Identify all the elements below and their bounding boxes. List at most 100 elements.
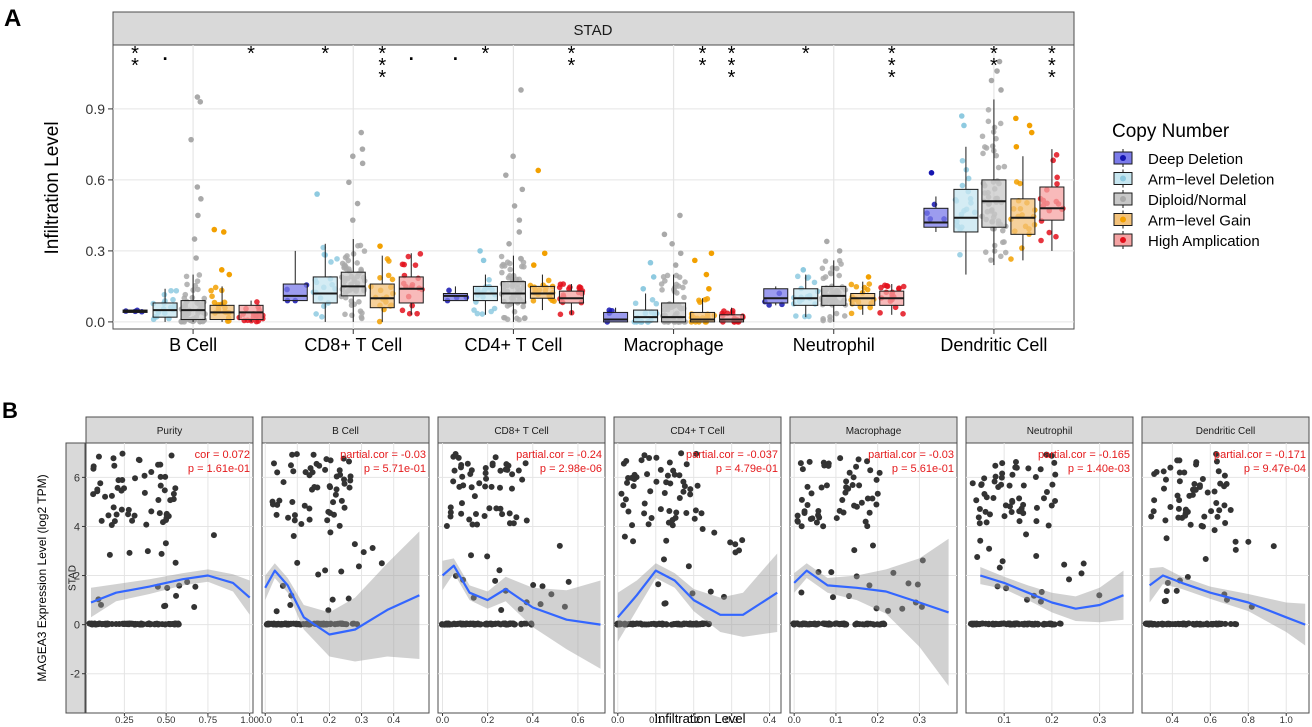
a-xtick-label-4: Neutrophil (793, 335, 875, 355)
scatter-point (454, 620, 461, 627)
point (704, 296, 711, 302)
point (766, 302, 772, 308)
scatter-point (991, 478, 998, 485)
scatter-point (492, 454, 499, 461)
scatter-point (291, 517, 298, 524)
outlier-point (198, 196, 204, 202)
scatter-point (125, 506, 132, 513)
scatter-point (270, 460, 277, 467)
facet-xtick-label: 0.1 (829, 715, 842, 726)
outlier-point (359, 146, 366, 152)
scatter-point (111, 462, 118, 469)
scatter-point (355, 563, 362, 570)
point (794, 273, 801, 280)
point (1050, 157, 1056, 164)
legend-label: Arm−level Deletion (1148, 172, 1274, 189)
outlier-point (349, 217, 356, 223)
point (389, 276, 396, 283)
facet-2: CD8+ T Cell partial.cor = -0.24 p = 2.98e-… (436, 416, 606, 726)
scatter-point (336, 522, 343, 529)
scatter-point (618, 490, 625, 497)
scatter-point (732, 549, 739, 556)
facet-title: CD8+ T Cell (494, 426, 548, 437)
scatter-point (287, 601, 294, 608)
scatter-point (273, 511, 280, 518)
scatter-point (301, 502, 308, 509)
point (212, 284, 219, 291)
outlier-point (958, 113, 965, 119)
scatter-point (513, 514, 520, 521)
fit-confidence-ribbon (91, 569, 250, 618)
scatter-point (638, 457, 645, 464)
point (680, 284, 686, 291)
scatter-point (864, 495, 871, 502)
point (1001, 163, 1008, 170)
scatter-point (457, 464, 464, 471)
scatter-point (1181, 469, 1188, 476)
scatter-point (1000, 620, 1007, 627)
scatter-point (846, 593, 853, 600)
outlier-point (346, 179, 352, 186)
scatter-point (1162, 476, 1169, 483)
scatter-point (279, 582, 286, 589)
facet-stat-cor: partial.cor = -0.037 (686, 449, 778, 461)
facet-5: Neutrophil partial.cor = -0.165 p = 1.40e-… (965, 416, 1134, 726)
scatter-point (1182, 507, 1189, 514)
scatter-point (828, 569, 835, 576)
scatter-point (644, 471, 651, 478)
facet-xtick-label: 0.4 (526, 715, 539, 726)
point (836, 272, 843, 279)
scatter-point (472, 510, 479, 517)
outlier-point (188, 136, 194, 143)
scatter-point (528, 621, 535, 628)
scatter-point (630, 538, 637, 545)
scatter-point (131, 512, 138, 519)
scatter-point (983, 519, 990, 526)
point (660, 274, 667, 280)
a-xtick-label-1: CD8+ T Cell (304, 335, 402, 355)
outlier-point (516, 229, 523, 235)
facet-xtick-label: 0.3 (913, 715, 926, 726)
point (853, 283, 860, 290)
a-xtick-label-2: CD4+ T Cell (464, 335, 562, 355)
facet-xtick-label: 0.3 (725, 715, 738, 726)
scatter-point (620, 502, 627, 509)
scatter-point (332, 491, 339, 498)
scatter-point (87, 621, 94, 628)
scatter-point (129, 517, 136, 524)
box-1-1 (310, 191, 340, 322)
facet-xtick-label: 0.2 (687, 715, 700, 726)
panel-a-strip (112, 11, 1075, 46)
point (507, 266, 513, 273)
point (320, 244, 327, 251)
scatter-point (833, 515, 840, 522)
scatter-point (498, 607, 505, 614)
scatter-point (1006, 482, 1013, 489)
facet-title: Purity (157, 426, 183, 437)
box-2-0 (442, 286, 470, 304)
outlier-point (195, 212, 201, 219)
scatter-point (983, 494, 990, 501)
scatter-point (641, 510, 648, 517)
fit-line (264, 569, 420, 636)
legend-entry-1: Arm−level Deletion (1113, 169, 1274, 189)
scatter-point (306, 505, 313, 512)
point (659, 287, 665, 293)
scatter-point (1221, 502, 1228, 509)
scatter-point (116, 621, 123, 628)
scatter-point (152, 620, 159, 627)
b-ytick-label-3: 4 (74, 521, 80, 533)
scatter-point (280, 621, 287, 628)
fit-line (793, 569, 949, 614)
scatter-point (1007, 503, 1014, 510)
scatter-point (1033, 552, 1040, 559)
scatter-point (1048, 502, 1055, 509)
box-2-1 (471, 248, 498, 317)
scatter-point (378, 560, 385, 567)
box-1-4 (398, 251, 425, 317)
sig-4-1: * (378, 55, 386, 77)
outlier-point (358, 129, 365, 136)
scatter-point (621, 621, 628, 628)
point (822, 274, 829, 280)
